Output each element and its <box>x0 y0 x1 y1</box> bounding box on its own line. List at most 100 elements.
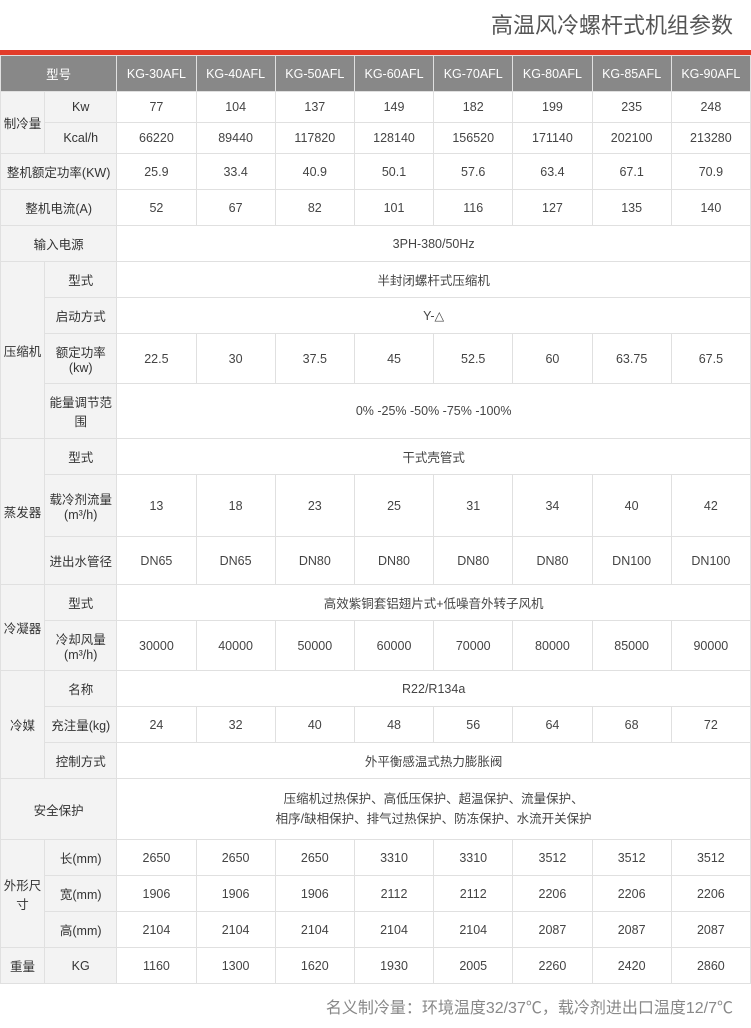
cell: 30000 <box>117 621 196 671</box>
cell: 能量调节范围 <box>45 384 117 439</box>
cell: 82 <box>275 190 354 226</box>
cell: 67.5 <box>671 334 750 384</box>
cell: 3512 <box>671 840 750 876</box>
cell: 型式 <box>45 439 117 475</box>
cell: 1620 <box>275 948 354 984</box>
cell: 进出水管径 <box>45 537 117 585</box>
cell: 60 <box>513 334 592 384</box>
cell: 2420 <box>592 948 671 984</box>
cell: 140 <box>671 190 750 226</box>
cell: 199 <box>513 92 592 123</box>
cell: 压缩机 <box>1 262 45 439</box>
footer-note: 名义制冷量：环境温度32/37℃，载冷剂进出口温度12/7℃ <box>0 984 751 1028</box>
cell: 117820 <box>275 123 354 154</box>
cell: 182 <box>434 92 513 123</box>
cell: KG <box>45 948 117 984</box>
cell: 116 <box>434 190 513 226</box>
cell: 充注量(kg) <box>45 707 117 743</box>
cell: 2104 <box>275 912 354 948</box>
cell: 50000 <box>275 621 354 671</box>
cell: 67.1 <box>592 154 671 190</box>
cell: 输入电源 <box>1 226 117 262</box>
cell: 56 <box>434 707 513 743</box>
cell: 1160 <box>117 948 196 984</box>
cell: 长(mm) <box>45 840 117 876</box>
cell: 0% -25% -50% -75% -100% <box>117 384 751 439</box>
cell: KG-50AFL <box>275 56 354 92</box>
cell: 34 <box>513 475 592 537</box>
cell: 2104 <box>117 912 196 948</box>
cell: 101 <box>354 190 433 226</box>
cell: 127 <box>513 190 592 226</box>
cell: 202100 <box>592 123 671 154</box>
cell: 213280 <box>671 123 750 154</box>
cell: 248 <box>671 92 750 123</box>
cell: 45 <box>354 334 433 384</box>
cell: 2650 <box>117 840 196 876</box>
cell: KG-30AFL <box>117 56 196 92</box>
cell: 3512 <box>513 840 592 876</box>
cell: 启动方式 <box>45 298 117 334</box>
cell: 型式 <box>45 262 117 298</box>
cell: 冷却风量(m³/h) <box>45 621 117 671</box>
cell: KG-85AFL <box>592 56 671 92</box>
cell: 68 <box>592 707 671 743</box>
cell: 2860 <box>671 948 750 984</box>
cell: 压缩机过热保护、高低压保护、超温保护、流量保护、相序/缺相保护、排气过热保护、防… <box>117 779 751 840</box>
cell: 40000 <box>196 621 275 671</box>
cell: 25.9 <box>117 154 196 190</box>
cell: 52 <box>117 190 196 226</box>
cell: 22.5 <box>117 334 196 384</box>
cell: 冷凝器 <box>1 585 45 671</box>
cell: 高效紫铜套铝翅片式+低噪音外转子风机 <box>117 585 751 621</box>
cell: 外平衡感温式热力膨胀阀 <box>117 743 751 779</box>
cell: 2087 <box>513 912 592 948</box>
cell: 3512 <box>592 840 671 876</box>
cell: 33.4 <box>196 154 275 190</box>
cell: 70000 <box>434 621 513 671</box>
cell: 额定功率(kw) <box>45 334 117 384</box>
cell: 蒸发器 <box>1 439 45 585</box>
cell: DN100 <box>592 537 671 585</box>
cell: 载冷剂流量(m³/h) <box>45 475 117 537</box>
cell: 67 <box>196 190 275 226</box>
cell: 制冷量 <box>1 92 45 154</box>
cell: DN65 <box>196 537 275 585</box>
cell: 整机额定功率(KW) <box>1 154 117 190</box>
cell: 1300 <box>196 948 275 984</box>
cell: Kcal/h <box>45 123 117 154</box>
cell: 57.6 <box>434 154 513 190</box>
cell: 42 <box>671 475 750 537</box>
cell: 80000 <box>513 621 592 671</box>
cell: 70.9 <box>671 154 750 190</box>
cell: 半封闭螺杆式压缩机 <box>117 262 751 298</box>
cell: 40 <box>592 475 671 537</box>
cell: 77 <box>117 92 196 123</box>
cell: 135 <box>592 190 671 226</box>
cell: 2104 <box>196 912 275 948</box>
cell: 60000 <box>354 621 433 671</box>
cell: 40 <box>275 707 354 743</box>
cell: 30 <box>196 334 275 384</box>
cell: 149 <box>354 92 433 123</box>
cell: 2260 <box>513 948 592 984</box>
cell: 型号 <box>1 56 117 92</box>
cell: 重量 <box>1 948 45 984</box>
cell: 2087 <box>592 912 671 948</box>
cell: DN80 <box>513 537 592 585</box>
cell: 32 <box>196 707 275 743</box>
cell: 85000 <box>592 621 671 671</box>
cell: 整机电流(A) <box>1 190 117 226</box>
cell: 235 <box>592 92 671 123</box>
cell: 40.9 <box>275 154 354 190</box>
spec-table: 型号KG-30AFLKG-40AFLKG-50AFLKG-60AFLKG-70A… <box>0 55 751 984</box>
cell: 90000 <box>671 621 750 671</box>
cell: 2650 <box>196 840 275 876</box>
cell: 52.5 <box>434 334 513 384</box>
cell: DN80 <box>354 537 433 585</box>
cell: 名称 <box>45 671 117 707</box>
cell: Y-△ <box>117 298 751 334</box>
cell: KG-40AFL <box>196 56 275 92</box>
cell: 2104 <box>354 912 433 948</box>
cell: 13 <box>117 475 196 537</box>
